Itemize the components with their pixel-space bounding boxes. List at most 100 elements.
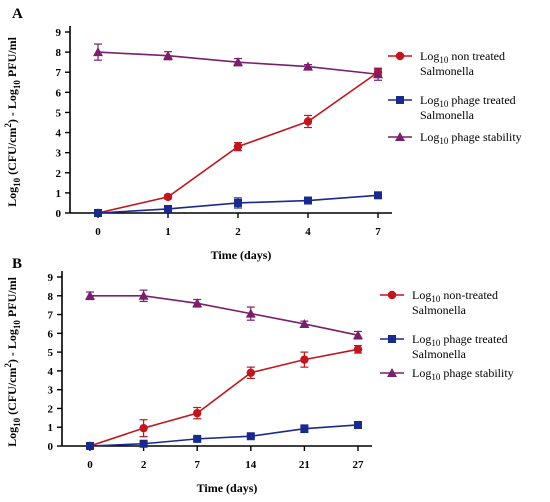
data-point [234,198,242,207]
data-point [192,298,203,308]
y-tick-label: 2 [48,403,54,415]
data-point [85,290,95,300]
chart-panel-a: A 0 1 2 3 4 5 6 7 8 9 0 1 2 4 7 Time (days) Log10 (CFU/cm… [3,6,522,262]
legend-item: Log10 phage stability [380,366,514,382]
data-point [303,61,313,71]
y-tick-label: 0 [48,441,54,453]
data-point [164,204,172,213]
y-tick-label: 2 [56,168,62,180]
data-point [233,57,243,67]
legend-marker [388,335,396,343]
series-non-treated [85,344,363,451]
y-tick-label: 5 [56,107,62,119]
x-tick-label: 7 [194,459,200,471]
x-axis-label: Time (days) [197,481,258,495]
y-tick-label: 7 [48,310,54,322]
legend-marker [387,290,397,300]
y-tick-label: 3 [56,148,62,160]
y-tick-label: 4 [48,366,54,378]
series-phage-stability [85,289,363,340]
data-point [245,308,256,318]
series-line [89,424,359,447]
data-point [233,142,243,151]
x-tick-label: 0 [95,226,101,238]
y-tick-label: 9 [48,272,54,284]
x-tick-label: 2 [235,226,241,238]
x-tick-label: 14 [245,459,257,471]
data-point [93,47,103,57]
y-tick-label: 5 [48,347,54,359]
x-tick-label: 27 [353,459,365,471]
y-axis-label: Log10 (CFU/cm2) - Log10 PFU/ml [3,36,22,207]
y-tick-label: 7 [56,67,62,79]
data-point [139,423,148,433]
x-tick-label: 4 [305,226,311,238]
y-tick-label: 6 [48,328,54,340]
x-tick-label: 0 [87,459,93,471]
data-point [163,50,173,60]
panel-letter: B [12,256,22,272]
legend-label-line2: Salmonella [412,303,467,317]
data-point [373,69,383,79]
data-point [353,330,363,340]
y-tick-label: 6 [56,87,62,99]
data-point [300,355,309,364]
legend-label: Log10 phage stability [420,130,522,146]
data-point [299,318,310,328]
y-axis-label: Log10 (CFU/cm2) - Log10 PFU/ml [3,276,22,447]
legend-marker [387,368,397,377]
data-point [94,209,102,217]
x-tick-label: 2 [141,459,147,471]
x-axis-label: Time (days) [211,248,272,262]
legend-label: Log10 phage treated [412,332,508,348]
legend-label: Log10 phage treated [420,93,516,109]
legend-marker [395,132,405,141]
data-point [300,424,309,433]
y-tick-label: 1 [48,422,54,434]
legend-item: Log10 phage stability [388,130,522,146]
series-phage-treated [94,191,382,217]
data-point [193,434,202,443]
legend-label: Log10 non-treated [412,288,498,304]
data-point [86,442,94,450]
x-tick-label: 1 [165,226,171,238]
x-tick-label: 21 [299,459,310,471]
data-point [193,408,202,418]
panel-letter: A [12,6,23,22]
data-point [139,439,148,448]
y-tick-label: 3 [48,385,54,397]
y-tick-label: 8 [48,291,54,303]
x-tick-label: 7 [375,226,381,238]
legend-label-line2: Salmonella [420,64,475,78]
legend-label: Log10 non treated [420,49,505,65]
y-tick-label: 9 [56,27,62,39]
y-tick-label: 1 [56,188,62,200]
legend-label: Log10 phage stability [412,366,514,382]
data-point [304,196,312,205]
series-phage-stability [93,43,383,81]
data-point [354,420,362,429]
legend-marker [396,96,404,104]
series-phage-treated [86,420,362,450]
y-tick-label: 8 [56,47,62,59]
legend-label-line2: Salmonella [420,108,475,122]
data-point [246,368,255,377]
y-tick-label: 4 [56,128,62,140]
series-non-treated [93,68,383,218]
data-point [138,290,149,300]
data-point [374,191,382,200]
legend-label-line2: Salmonella [412,347,467,361]
data-point [163,192,173,202]
y-tick-label: 0 [56,208,62,220]
data-point [303,117,313,126]
series-line [90,294,359,336]
data-point [246,432,255,441]
